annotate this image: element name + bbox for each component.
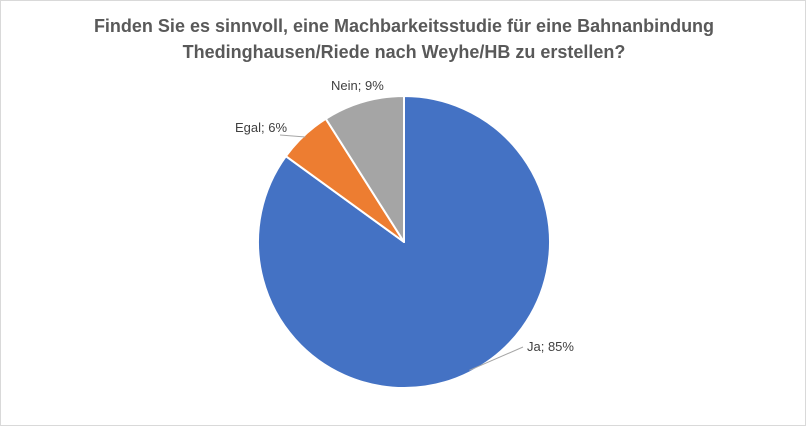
chart-title: Finden Sie es sinnvoll, eine Machbarkeit…: [1, 13, 806, 65]
data-labels: Ja; 85% Egal; 6% Nein; 9%: [235, 78, 574, 354]
pie-slice-nein: [324, 95, 405, 243]
data-label-ja: Ja; 85%: [527, 339, 574, 354]
leader-line-egal: [279, 134, 306, 138]
chart-title-line-1: Finden Sie es sinnvoll, eine Machbarkeit…: [93, 16, 715, 36]
data-label-nein: Nein; 9%: [331, 78, 384, 93]
data-label-egal: Egal; 6%: [235, 120, 287, 135]
leader-lines: [279, 134, 524, 371]
leader-line-ja: [469, 346, 524, 371]
pie-slices: [257, 95, 551, 389]
chart-title-line-2: Thedinghausen/Riede nach Weyhe/HB zu ers…: [182, 42, 626, 62]
